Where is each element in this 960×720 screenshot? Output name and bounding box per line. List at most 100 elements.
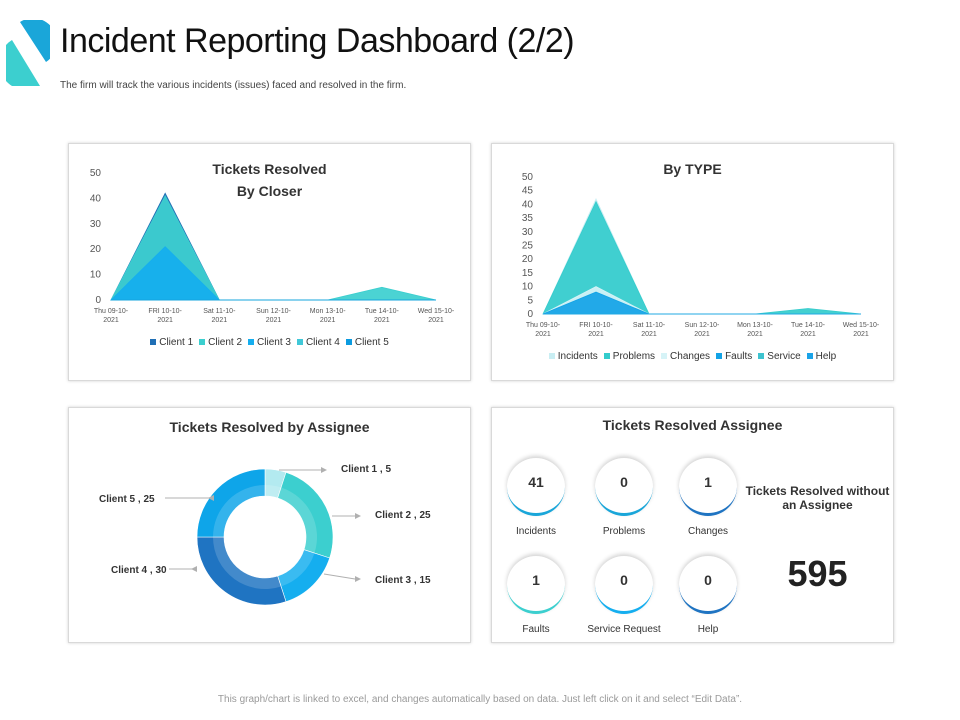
legend-label: Faults (725, 351, 753, 362)
closer-ytick: 0 (95, 295, 101, 306)
no-assignee-value: 595 (787, 553, 848, 594)
legend-label: Help (815, 351, 837, 362)
kpi-help[interactable]: 0 Help (678, 556, 738, 635)
type-legend-help[interactable]: Help (806, 351, 837, 362)
type-xtick: Sat 11-10-2021 (633, 322, 666, 338)
donut-arrow-client-1 (321, 467, 327, 473)
closer-ytick: 20 (90, 244, 102, 255)
type-xtick: Sun 12-10-2021 (685, 322, 720, 338)
type-ytick: 35 (522, 213, 534, 224)
closer-xtick: Mon 13-10-2021 (310, 308, 346, 324)
kpi-faults-circle: 1 (507, 556, 565, 614)
type-ytick: 10 (522, 282, 534, 293)
logo-leaf-top (20, 20, 50, 62)
legend-swatch (758, 353, 765, 360)
donut-slice-shade-client-1 (265, 485, 282, 499)
type-ytick: 45 (522, 186, 534, 197)
type-ytick: 40 (522, 199, 534, 210)
closer-legend-client-4[interactable]: Client 4 (296, 337, 340, 348)
kpi-changes[interactable]: 1 Changes (678, 458, 738, 537)
closer-area-chart: 0 10 20 30 40 50 Thu 09-10-2021 FRI 10-10-2021 S… (90, 168, 455, 324)
legend-swatch (661, 353, 668, 360)
legend-swatch (345, 339, 352, 346)
closer-ytick: 10 (90, 270, 102, 281)
type-legend-service[interactable]: Service (758, 351, 801, 362)
type-area-chart: 0 5 10 15 20 25 30 35 40 45 50 Thu 09-10-2021 FRI 10… (522, 172, 880, 338)
donut-slice-shade-client-5 (213, 485, 265, 537)
closer-chart-legend: Client 1 Client 2 Client 3 Client 4 Client 5 (69, 337, 470, 348)
kpi-incidents-label: Incidents (515, 526, 557, 537)
closer-xtick: Wed 15-10-2021 (418, 308, 455, 324)
legend-label: Changes (670, 351, 711, 362)
donut-slice-shade-client-2 (277, 487, 317, 554)
type-legend-faults[interactable]: Faults (716, 351, 752, 362)
kpi-service-request-circle: 0 (595, 556, 653, 614)
donut-arrow-client-3 (355, 576, 361, 582)
donut-arrow-client-2 (355, 513, 361, 519)
donut-label-client-1: Client 1 , 5 (341, 464, 391, 475)
kpi-problems-circle: 0 (595, 458, 653, 516)
type-xtick: Wed 15-10-2021 (843, 322, 880, 338)
legend-swatch (248, 339, 255, 346)
legend-label: Client 4 (305, 337, 340, 348)
kpi-faults-value: 1 (532, 572, 540, 588)
type-ytick: 5 (527, 295, 533, 306)
kpi-help-label: Help (697, 624, 719, 635)
legend-label: Client 2 (208, 337, 243, 348)
donut-arrow-client-4 (191, 566, 197, 572)
closer-ytick: 30 (90, 219, 102, 230)
assignee-donut-panel[interactable]: Client 1 , 5 Client 2 , 25 Client 3 , 15 Cl… (68, 407, 471, 643)
donut-arrow-client-5 (208, 495, 214, 501)
type-ytick: 0 (527, 309, 533, 320)
legend-label: Client 5 (354, 337, 389, 348)
type-legend-changes[interactable]: Changes (661, 351, 710, 362)
kpi-changes-circle: 1 (679, 458, 737, 516)
type-ytick: 50 (522, 172, 534, 183)
kpi-problems-label: Problems (602, 526, 646, 537)
kpi-help-circle: 0 (679, 556, 737, 614)
type-legend-problems[interactable]: Problems (603, 351, 655, 362)
type-chart-panel[interactable]: 0 5 10 15 20 25 30 35 40 45 50 Thu 09-10-2021 FRI 10… (491, 143, 894, 381)
no-assignee-label: Tickets Resolved without an Assignee (745, 484, 890, 512)
kpi-incidents-circle: 41 (507, 458, 565, 516)
kpi-problems[interactable]: 0 Problems (594, 458, 654, 537)
brand-logo (6, 20, 50, 86)
closer-xtick: Sun 12-10-2021 (256, 308, 291, 324)
closer-xtick: Tue 14-10-2021 (365, 308, 400, 324)
kpi-service-request-value: 0 (620, 572, 628, 588)
closer-legend-client-2[interactable]: Client 2 (199, 337, 242, 348)
type-xtick: Mon 13-10-2021 (737, 322, 773, 338)
type-ytick: 15 (522, 268, 534, 279)
legend-label: Incidents (557, 351, 598, 362)
kpi-faults[interactable]: 1 Faults (506, 556, 566, 635)
closer-legend-client-3[interactable]: Client 3 (248, 337, 291, 348)
closer-ytick: 40 (90, 193, 102, 204)
type-xtick: Tue 14-10-2021 (791, 322, 826, 338)
closer-xtick: FRI 10-10-2021 (148, 308, 182, 324)
closer-ytick: 50 (90, 168, 102, 179)
kpi-incidents[interactable]: 41 Incidents (506, 458, 566, 537)
kpi-service-request-label: Service Request (587, 624, 661, 635)
closer-legend-client-1[interactable]: Client 1 (150, 337, 193, 348)
legend-swatch (150, 339, 157, 346)
type-ytick: 30 (522, 227, 534, 238)
kpi-panel-title: Tickets Resolved Assignee (602, 417, 783, 433)
kpi-faults-label: Faults (522, 624, 550, 635)
closer-xtick: Sat 11-10-2021 (203, 308, 236, 324)
type-chart-legend: Incidents Problems Changes Faults Service Hel… (492, 351, 893, 362)
donut-label-client-2: Client 2 , 25 (375, 510, 431, 521)
closer-xtick: Thu 09-10-2021 (94, 308, 129, 324)
legend-swatch (199, 339, 206, 346)
assignee-kpi-panel: Tickets Resolved Assignee (491, 407, 894, 643)
kpi-changes-value: 1 (704, 474, 712, 490)
page-title: Incident Reporting Dashboard (2/2) (60, 22, 575, 60)
legend-swatch (603, 353, 610, 360)
kpi-service-request[interactable]: 0 Service Request (587, 556, 661, 635)
closer-legend-client-5[interactable]: Client 5 (345, 337, 389, 348)
donut-slice-client-5[interactable] (196, 468, 266, 538)
closer-chart-panel[interactable]: 0 10 20 30 40 50 Thu 09-10-2021 FRI 10-10-2021 S… (68, 143, 471, 381)
legend-label: Client 3 (257, 337, 291, 348)
type-chart-title: By TYPE (663, 161, 722, 177)
type-legend-incidents[interactable]: Incidents (548, 351, 598, 362)
closer-chart-title-line2: By Closer (236, 183, 303, 199)
